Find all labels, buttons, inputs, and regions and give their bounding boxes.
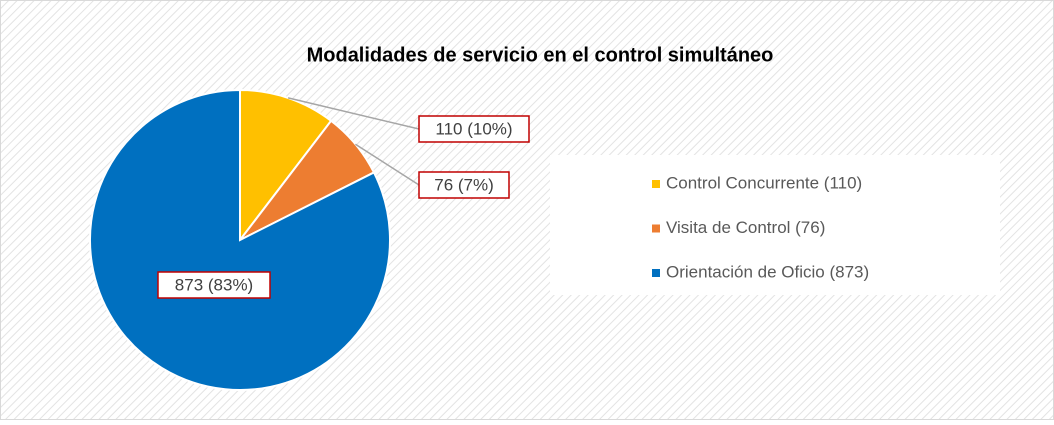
pie-slice: [239, 88, 333, 243]
data-label: 873 (83%): [175, 275, 253, 294]
pie-slice: [89, 88, 391, 391]
data-label: 110 (10%): [435, 119, 512, 138]
legend-marker: [652, 180, 660, 188]
legend-box: [550, 155, 1000, 295]
data-label: 76 (7%): [434, 175, 494, 194]
legend-label: Visita de Control (76): [666, 218, 825, 237]
legend-marker: [652, 224, 660, 233]
leader-line: [287, 97, 420, 130]
legend-marker: [652, 269, 660, 277]
leader-line: [355, 143, 420, 186]
chart-title: Modalidades de servicio en el control si…: [307, 44, 774, 66]
data-label-box: [157, 271, 271, 299]
data-label-box: [418, 115, 530, 143]
data-label-box: [418, 171, 510, 199]
legend-label: Control Concurrente (110): [666, 173, 862, 192]
legend-label: Orientación de Oficio (873): [666, 262, 869, 281]
